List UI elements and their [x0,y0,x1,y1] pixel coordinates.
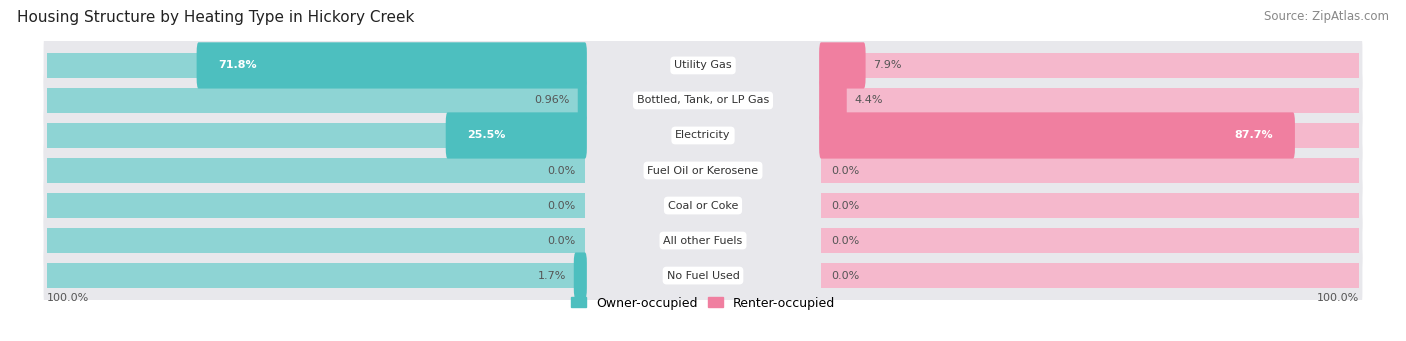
FancyBboxPatch shape [820,113,1295,159]
FancyBboxPatch shape [44,136,1362,205]
FancyBboxPatch shape [44,66,1362,135]
Text: 0.0%: 0.0% [831,236,859,246]
Text: Housing Structure by Heating Type in Hickory Creek: Housing Structure by Heating Type in Hic… [17,10,415,25]
FancyBboxPatch shape [821,193,1360,218]
FancyBboxPatch shape [44,241,1362,310]
FancyBboxPatch shape [578,77,586,123]
Legend: Owner-occupied, Renter-occupied: Owner-occupied, Renter-occupied [567,292,839,314]
Text: 87.7%: 87.7% [1234,131,1274,140]
Text: 4.4%: 4.4% [855,95,883,105]
Text: 0.96%: 0.96% [534,95,569,105]
FancyBboxPatch shape [446,113,586,159]
Text: All other Fuels: All other Fuels [664,236,742,246]
FancyBboxPatch shape [46,193,585,218]
FancyBboxPatch shape [821,53,1360,78]
Text: 0.0%: 0.0% [831,201,859,210]
Text: Fuel Oil or Kerosene: Fuel Oil or Kerosene [647,165,759,176]
FancyBboxPatch shape [821,228,1360,253]
FancyBboxPatch shape [44,101,1362,170]
Text: 0.0%: 0.0% [547,201,575,210]
Text: 0.0%: 0.0% [831,270,859,281]
Text: 0.0%: 0.0% [547,165,575,176]
FancyBboxPatch shape [197,42,586,89]
Text: Bottled, Tank, or LP Gas: Bottled, Tank, or LP Gas [637,95,769,105]
Text: 0.0%: 0.0% [831,165,859,176]
FancyBboxPatch shape [821,158,1360,183]
FancyBboxPatch shape [46,263,585,288]
Text: 100.0%: 100.0% [46,293,89,303]
Text: 100.0%: 100.0% [1317,293,1360,303]
Text: 7.9%: 7.9% [873,60,903,71]
FancyBboxPatch shape [44,31,1362,100]
Text: Utility Gas: Utility Gas [675,60,731,71]
Text: Coal or Coke: Coal or Coke [668,201,738,210]
Text: 1.7%: 1.7% [537,270,565,281]
Text: Source: ZipAtlas.com: Source: ZipAtlas.com [1264,10,1389,23]
FancyBboxPatch shape [574,252,586,299]
FancyBboxPatch shape [46,123,585,148]
FancyBboxPatch shape [46,88,585,113]
FancyBboxPatch shape [821,263,1360,288]
FancyBboxPatch shape [46,228,585,253]
FancyBboxPatch shape [44,171,1362,240]
Text: Electricity: Electricity [675,131,731,140]
FancyBboxPatch shape [820,77,846,123]
Text: 0.0%: 0.0% [547,236,575,246]
Text: 25.5%: 25.5% [467,131,506,140]
Text: 71.8%: 71.8% [218,60,257,71]
FancyBboxPatch shape [46,53,585,78]
FancyBboxPatch shape [821,88,1360,113]
Text: No Fuel Used: No Fuel Used [666,270,740,281]
FancyBboxPatch shape [821,123,1360,148]
FancyBboxPatch shape [44,206,1362,275]
FancyBboxPatch shape [820,42,866,89]
FancyBboxPatch shape [46,158,585,183]
